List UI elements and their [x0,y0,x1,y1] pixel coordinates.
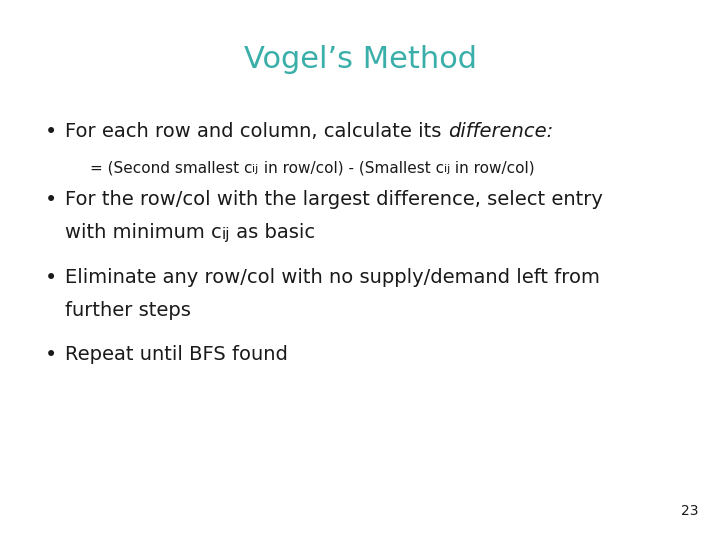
Text: For each row and column, calculate its: For each row and column, calculate its [65,122,448,141]
Text: ij: ij [253,164,258,174]
Text: For the row/col with the largest difference, select entry: For the row/col with the largest differe… [65,190,603,209]
Text: in row/col) - (Smallest c: in row/col) - (Smallest c [258,160,444,175]
Text: ij: ij [222,227,230,242]
Text: •: • [45,268,58,288]
Text: difference:: difference: [448,122,553,141]
Text: Eliminate any row/col with no supply/demand left from: Eliminate any row/col with no supply/dem… [65,268,600,287]
Text: with minimum c: with minimum c [65,223,222,242]
Text: Vogel’s Method: Vogel’s Method [243,45,477,74]
Text: ij: ij [444,164,450,174]
Text: 23: 23 [681,504,698,518]
Text: as basic: as basic [230,223,315,242]
Text: further steps: further steps [65,301,191,320]
Text: •: • [45,190,58,210]
Text: in row/col): in row/col) [450,160,535,175]
Text: •: • [45,345,58,365]
Text: Repeat until BFS found: Repeat until BFS found [65,345,288,364]
Text: •: • [45,122,58,142]
Text: = (Second smallest c: = (Second smallest c [90,160,253,175]
